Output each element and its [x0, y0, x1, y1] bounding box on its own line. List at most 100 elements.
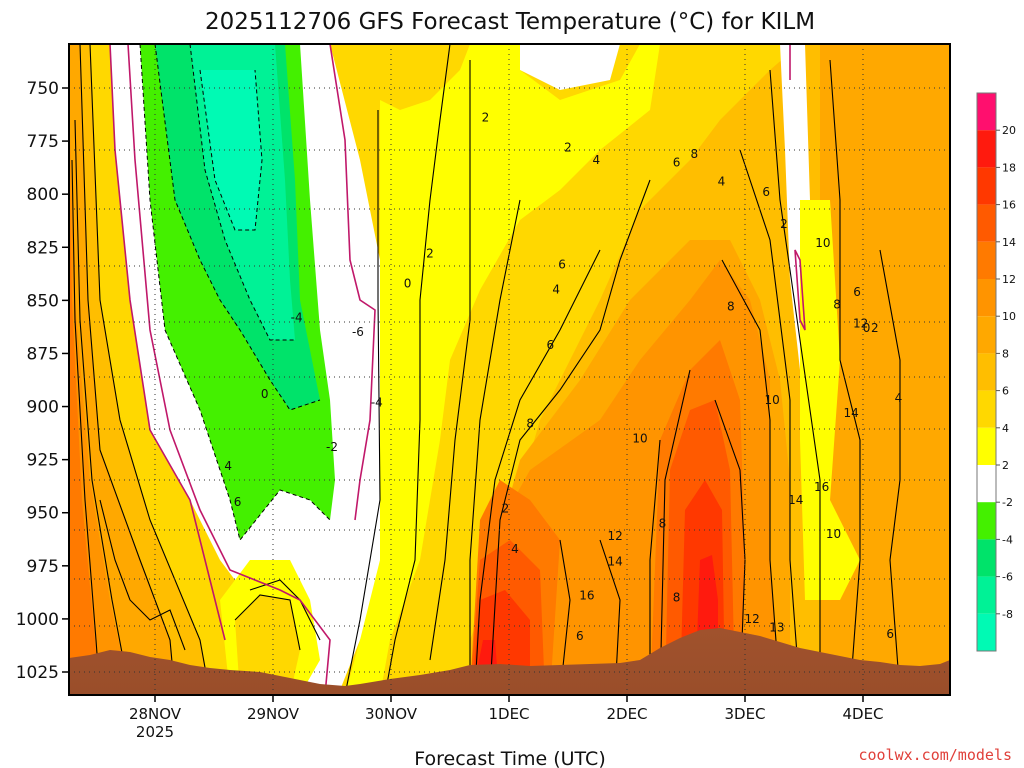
colorbar-label: -6 [1002, 571, 1013, 584]
negative-line [154, 44, 321, 411]
colorbar-swatch [977, 427, 996, 465]
zero-line [127, 44, 331, 695]
colorbar-swatch [977, 241, 996, 279]
colorbar-label: 16 [1002, 199, 1016, 212]
colorbar-swatch [977, 576, 996, 614]
contour-labels: 222220002-4-6-4-246444444466666666688888… [224, 111, 973, 643]
negative-line [189, 44, 295, 341]
contour-label: -4 [291, 310, 303, 324]
negative-isotherms [139, 44, 331, 542]
isotherm-line [769, 69, 821, 695]
band-8-right [820, 44, 950, 695]
isotherm-line [249, 579, 321, 641]
colorbar-label: -2 [1002, 496, 1013, 509]
contour-label: 4 [895, 391, 903, 405]
x-tick-label: 30NOV [365, 705, 418, 723]
colorbar-label: 8 [1002, 347, 1009, 360]
contour-label: 8 [833, 298, 841, 312]
contour-label: 10 [632, 431, 647, 445]
contour-label: 6 [762, 185, 770, 199]
contour-label: 8 [659, 516, 667, 530]
x-tick-year: 2025 [136, 723, 174, 741]
band-left-12 [69, 140, 100, 695]
contour-label: 0 [863, 321, 871, 335]
isotherm-line [474, 249, 601, 691]
x-axis-label: Forecast Time (UTC) [414, 748, 605, 768]
isotherm-line [829, 59, 861, 695]
contour-label: 2 [780, 217, 788, 231]
contour-label: 4 [965, 429, 973, 443]
contour-label: -2 [326, 440, 338, 454]
contour-label: 4 [511, 542, 519, 556]
colorbar-label: 4 [1002, 422, 1009, 435]
x-tick-label: 29NOV [247, 705, 300, 723]
contour-label: 6 [576, 629, 584, 643]
chart-title: 2025112706 GFS Forecast Temperature (°C)… [205, 9, 815, 35]
contour-label: 4 [958, 510, 966, 524]
x-tick-label: 28NOV [129, 705, 182, 723]
y-tick-label: 825 [27, 238, 59, 258]
contour-label: 14 [844, 406, 859, 420]
isotherm-line [469, 199, 521, 690]
y-tick-label: 800 [27, 185, 59, 205]
contour-label: 4 [592, 153, 600, 167]
contour-label: 6 [234, 495, 242, 509]
y-tick-label: 850 [27, 291, 59, 311]
band-zero-top [520, 44, 620, 90]
contour-label: 8 [690, 147, 698, 161]
contour-label: 6 [673, 155, 681, 169]
colorbar-swatch [977, 167, 996, 205]
isotherm-line [99, 499, 186, 651]
contour-label: 16 [814, 480, 829, 494]
isotherm-line [721, 259, 781, 695]
y-tick-label: 775 [27, 132, 59, 152]
colorbar-swatch [977, 279, 996, 317]
colorbar-swatch [977, 539, 996, 577]
contour-label: 16 [579, 589, 594, 603]
isotherm-line [559, 539, 571, 695]
colorbar-swatch [977, 204, 996, 242]
y-tick-label: 950 [27, 504, 59, 524]
negative-line [139, 44, 331, 542]
colorbar-label: 12 [1002, 273, 1016, 286]
isotherm-line [74, 119, 131, 695]
isotherm-line [714, 399, 746, 695]
x-axis: 28NOV 29NOV 30NOV 1DEC 2DEC 3DEC 4DEC [129, 695, 884, 723]
band-2-right [800, 200, 860, 600]
contour-label: 8 [526, 417, 534, 431]
colorbar-label: -8 [1002, 608, 1013, 621]
y-tick-label: 750 [27, 79, 59, 99]
contour-label: 6 [546, 338, 554, 352]
colorbar-label: 20 [1002, 124, 1016, 137]
contour-label: 4 [718, 174, 726, 188]
contour-label: -4 [371, 395, 383, 409]
contour-label: -6 [352, 325, 364, 339]
y-tick-label: 925 [27, 451, 59, 471]
terrain [69, 628, 950, 695]
colorbar-frame [976, 92, 997, 652]
colorbar-swatch [977, 502, 996, 540]
contour-label: 8 [673, 591, 681, 605]
contour-label: 2 [426, 247, 434, 261]
isotherm-line [344, 110, 381, 695]
contour-label: 10 [815, 236, 830, 250]
isotherm-line [234, 594, 301, 651]
contour-label: 0 [261, 387, 269, 401]
y-tick-label: 1025 [16, 663, 59, 683]
isotherm-lines [71, 44, 901, 695]
y-tick-label: 875 [27, 344, 59, 364]
x-tick-label: 3DEC [724, 705, 765, 723]
colorbar-label: 14 [1002, 236, 1016, 249]
band-2-mid [345, 44, 660, 695]
plot-area: 222220002-4-6-4-246444444466666666688888… [69, 44, 973, 695]
contour-label: 13 [769, 620, 784, 634]
contour-label: 4 [552, 283, 560, 297]
contour-label: 6 [558, 257, 566, 271]
isotherm-line [384, 44, 451, 695]
zero-line [329, 44, 376, 521]
isotherm-line [649, 439, 661, 695]
colorbar-swatch [977, 93, 996, 131]
isotherm-line [89, 44, 211, 695]
isotherm-line [739, 149, 801, 695]
